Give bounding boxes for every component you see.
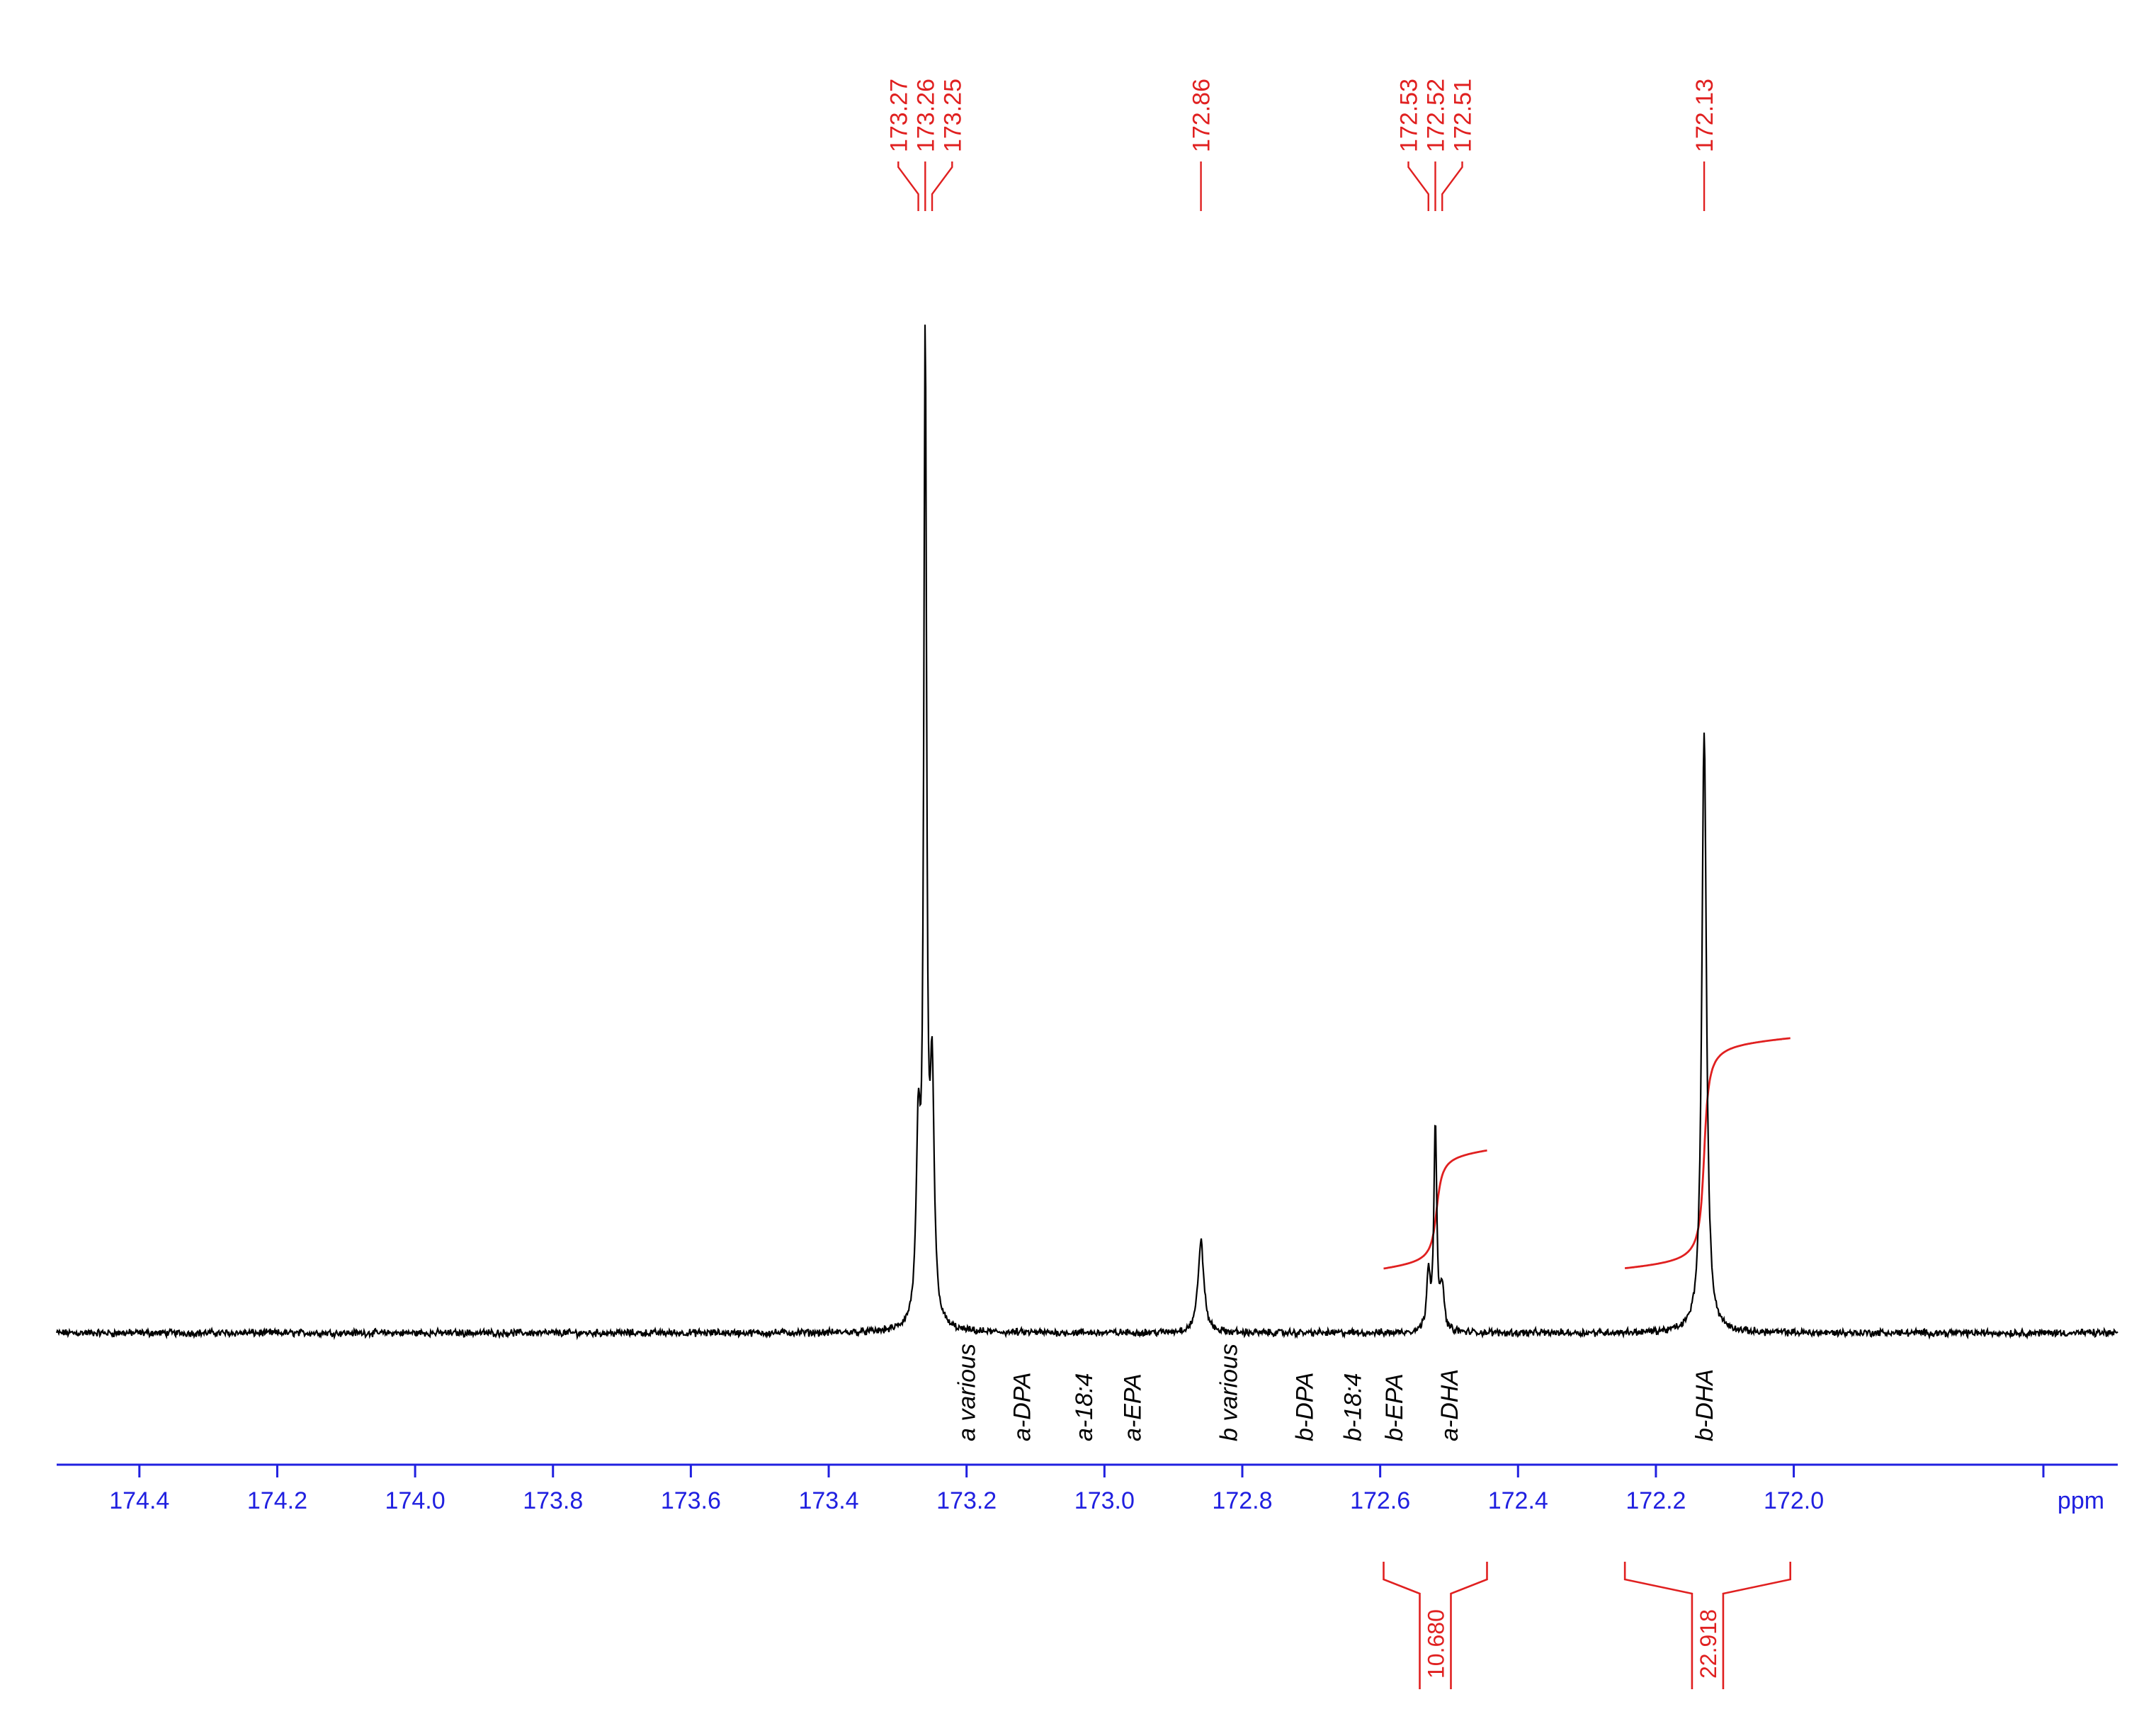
integral-bracket-1	[1623, 1562, 1792, 1689]
x-tick-label-9: 172.6	[1350, 1487, 1410, 1514]
assignment-label-5: b-DPA	[1292, 1372, 1319, 1441]
x-tick-label-2: 174.0	[385, 1487, 446, 1514]
peak-label-4: 172.53	[1395, 79, 1422, 152]
x-tick-label-7: 173.0	[1074, 1487, 1135, 1514]
peak-label-connector-0	[897, 161, 919, 211]
x-tick-label-10: 172.4	[1488, 1487, 1548, 1514]
peak-label-layer: 173.27 173.26 173.25 172.86 172.53 172.52 172.…	[885, 79, 1718, 211]
assignment-label-0: a various	[954, 1344, 981, 1441]
spectrum-layer	[55, 324, 2118, 1341]
x-axis: 174.4 174.2 174.0 173.8 173.6 173.4 173.2 173.0…	[57, 1463, 2118, 1514]
x-tick-label-0: 174.4	[109, 1487, 169, 1514]
x-tick-label-11: 172.2	[1625, 1487, 1686, 1514]
assignment-label-2: a-18:4	[1071, 1373, 1098, 1441]
peak-label-connector-2	[931, 161, 953, 211]
peak-label-connector-6	[1441, 161, 1463, 211]
integral-curve-0	[1383, 1149, 1487, 1270]
peak-label-5: 172.52	[1422, 79, 1449, 152]
assignment-label-9: b-DHA	[1691, 1369, 1718, 1441]
integral-value-0: 10.680	[1423, 1609, 1448, 1679]
x-tick-label-5: 173.4	[798, 1487, 858, 1514]
assignment-label-1: a-DPA	[1009, 1372, 1036, 1441]
peak-label-7: 172.13	[1691, 79, 1718, 152]
assignment-label-8: a-DHA	[1436, 1369, 1463, 1441]
peak-label-0: 173.27	[885, 79, 912, 152]
x-tick-label-8: 172.8	[1212, 1487, 1272, 1514]
peak-label-6: 172.51	[1449, 79, 1476, 152]
x-tick-label-4: 173.6	[661, 1487, 721, 1514]
peak-label-1: 173.26	[912, 79, 939, 152]
spectrum-trace	[55, 324, 2118, 1341]
peak-label-3: 172.86	[1188, 79, 1215, 152]
integral-bracket-layer: 10.680 22.918	[1383, 1562, 1792, 1689]
assignment-label-7: b-EPA	[1381, 1373, 1408, 1441]
integral-value-1: 22.918	[1696, 1609, 1721, 1679]
x-tick-label-3: 173.8	[523, 1487, 583, 1514]
assignment-layer: a various a-DPA a-18:4 a-EPA b various b-DPA b…	[954, 1344, 1718, 1441]
peak-label-2: 173.25	[939, 79, 966, 152]
x-axis-ticks: 174.4 174.2 174.0 173.8 173.6 173.4 173.2 173.0…	[109, 1465, 2045, 1514]
peak-label-connector-4	[1407, 161, 1429, 211]
x-tick-label-1: 174.2	[247, 1487, 307, 1514]
x-tick-label-6: 173.2	[936, 1487, 997, 1514]
assignment-label-6: b-18:4	[1340, 1373, 1367, 1441]
assignment-label-3: a-EPA	[1119, 1373, 1146, 1441]
integral-bracket-0	[1383, 1562, 1488, 1689]
assignment-label-4: b various	[1216, 1344, 1243, 1441]
x-tick-label-12: 172.0	[1764, 1487, 1824, 1514]
x-axis-unit-label: ppm	[2058, 1487, 2104, 1514]
